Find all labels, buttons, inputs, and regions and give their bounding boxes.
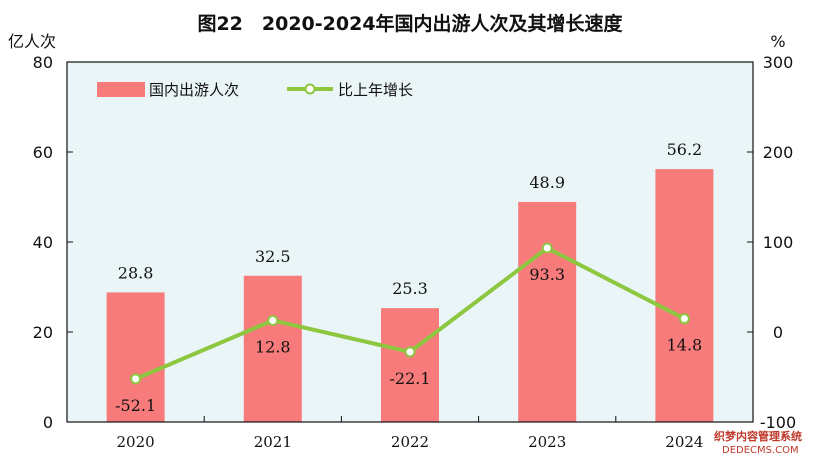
growth-point-2024 [678, 313, 690, 325]
right-axis-unit: % [770, 32, 785, 51]
bar-value-label: 48.9 [529, 173, 565, 192]
legend-bar-label: 国内出游人次 [149, 81, 239, 99]
left-tick-label: 60 [33, 143, 53, 162]
line-layer [130, 242, 690, 385]
category-label: 2020 [117, 433, 155, 451]
bar-value-label: 56.2 [667, 140, 703, 159]
growth-value-label: -52.1 [115, 396, 156, 415]
category-label: 2023 [528, 433, 566, 451]
left-tick-label: 20 [33, 323, 53, 342]
category-label: 2024 [665, 433, 703, 451]
bar-value-label: 28.8 [118, 263, 154, 282]
bar-value-label: 25.3 [392, 279, 428, 298]
bar-2020 [106, 292, 165, 422]
right-tick-label: 0 [773, 323, 783, 342]
growth-point-2022 [404, 346, 416, 358]
growth-value-label: 12.8 [255, 337, 291, 356]
bars-layer [106, 169, 714, 422]
legend: 国内出游人次 比上年增长 [97, 81, 413, 99]
category-label: 2022 [391, 433, 429, 451]
left-tick-label: 40 [33, 233, 53, 252]
legend-line-label: 比上年增长 [338, 81, 413, 99]
growth-value-label: 93.3 [529, 265, 565, 284]
growth-value-label: -22.1 [389, 369, 430, 388]
right-tick-label: -100 [760, 413, 796, 432]
category-label: 2021 [254, 433, 292, 451]
legend-line-marker [304, 83, 316, 95]
growth-point-2023 [541, 242, 553, 254]
watermark: 织梦内容管理系统 DEDECMS.COM [714, 429, 802, 456]
legend-bar-swatch [97, 82, 145, 97]
bar-value-label: 32.5 [255, 247, 291, 266]
left-axis-unit: 亿人次 [8, 32, 56, 51]
watermark-line2: DEDECMS.COM [722, 445, 799, 456]
left-tick-label: 0 [43, 413, 53, 432]
ticks-layer: 0 20 40 60 80 -100 0 100 200 300 2020 2021 2022 2023 2… [33, 53, 797, 451]
bar-2021 [243, 275, 302, 422]
growth-point-2021 [267, 314, 279, 326]
labels-layer: 28.8 32.5 25.3 48.9 56.2 -52.1 12.8 -22.1 93.3 14… [115, 140, 702, 415]
growth-value-label: 14.8 [667, 336, 703, 355]
right-tick-label: 300 [763, 53, 794, 72]
right-tick-label: 200 [763, 143, 794, 162]
chart-title: 图22 2020-2024年国内出游人次及其增长速度 [197, 12, 623, 35]
watermark-line1: 织梦内容管理系统 [714, 429, 802, 443]
bar-2022 [381, 308, 439, 422]
bar-2023 [518, 201, 577, 422]
right-tick-label: 100 [763, 233, 794, 252]
growth-point-2020 [130, 373, 142, 385]
left-tick-label: 80 [33, 53, 53, 72]
bar-2024 [655, 169, 714, 422]
